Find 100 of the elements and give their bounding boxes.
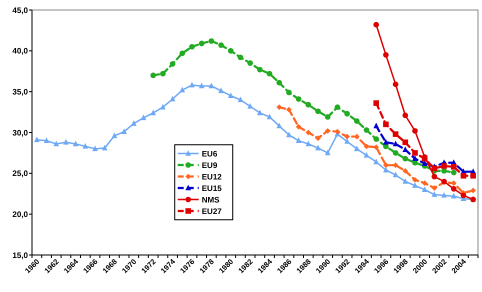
point [402, 156, 408, 162]
point [296, 137, 302, 143]
point [344, 138, 350, 144]
point [402, 178, 408, 184]
point [364, 127, 370, 133]
point [412, 150, 418, 156]
point [460, 172, 466, 179]
point [344, 110, 350, 117]
point [412, 128, 418, 134]
point [373, 136, 379, 142]
point [324, 128, 331, 134]
point [189, 44, 195, 50]
point [150, 72, 156, 78]
point [402, 168, 408, 174]
point [383, 52, 389, 58]
point [208, 38, 214, 44]
point [238, 96, 244, 102]
point [412, 155, 418, 161]
point [422, 180, 428, 186]
point [306, 102, 312, 108]
point [373, 22, 379, 28]
point [412, 177, 418, 183]
point [373, 122, 379, 128]
point [296, 96, 302, 102]
point [179, 50, 186, 56]
y-tick-label: 25,0 [12, 169, 29, 178]
legend-label: EU6 [202, 149, 218, 158]
point [218, 42, 224, 48]
point [460, 192, 466, 198]
point [286, 90, 292, 96]
point [324, 150, 331, 156]
point [364, 152, 370, 158]
point [422, 186, 428, 192]
point [53, 140, 60, 146]
point [228, 48, 234, 54]
point [170, 96, 176, 102]
point [82, 143, 88, 149]
point [140, 114, 146, 120]
point [392, 172, 398, 178]
y-tick-label: 45,0 [12, 6, 29, 15]
point [470, 188, 476, 194]
point [286, 132, 292, 138]
point [112, 132, 118, 138]
point [354, 146, 360, 152]
point [402, 140, 408, 146]
point [373, 158, 379, 164]
point [34, 136, 40, 142]
point [470, 172, 476, 179]
point [286, 106, 292, 112]
legend-label: EU12 [202, 172, 222, 182]
legend-label: EU15 [202, 184, 222, 193]
point [315, 135, 321, 142]
point [432, 185, 438, 191]
point [450, 192, 457, 198]
point [450, 164, 457, 170]
point [160, 70, 166, 76]
point [306, 130, 312, 136]
y-tick-label: 40,0 [12, 46, 29, 56]
legend-label: EU9 [202, 160, 218, 170]
point [102, 144, 108, 150]
point [247, 60, 253, 66]
point [315, 144, 321, 150]
point [198, 82, 204, 88]
point [131, 120, 137, 126]
point [450, 186, 457, 192]
point [218, 88, 224, 94]
point [276, 104, 282, 110]
point [228, 92, 234, 98]
point [344, 134, 350, 140]
point [257, 66, 263, 72]
point [160, 104, 166, 110]
point [296, 124, 302, 130]
point [392, 131, 398, 137]
point [170, 61, 176, 67]
point [63, 139, 69, 145]
point [402, 112, 408, 118]
point [150, 110, 156, 116]
point [266, 114, 272, 120]
point [392, 82, 398, 88]
y-tick-label: 15,0 [12, 250, 29, 260]
point [354, 118, 360, 124]
y-tick-label: 20,0 [12, 210, 29, 219]
y-tick-label: 30,0 [12, 128, 29, 138]
point [392, 150, 398, 156]
point [208, 82, 214, 88]
point [266, 70, 272, 76]
point [238, 54, 244, 60]
point [198, 40, 204, 46]
point [412, 182, 418, 188]
point [450, 170, 457, 176]
legend-label: EU27 [202, 206, 222, 216]
point [373, 100, 379, 106]
y-tick-label: 35,0 [12, 87, 29, 96]
point [315, 108, 321, 114]
legend-label: NMS [202, 195, 220, 204]
point [441, 163, 447, 169]
point [383, 122, 389, 128]
point [92, 146, 98, 152]
point [432, 191, 438, 197]
point [432, 174, 438, 180]
